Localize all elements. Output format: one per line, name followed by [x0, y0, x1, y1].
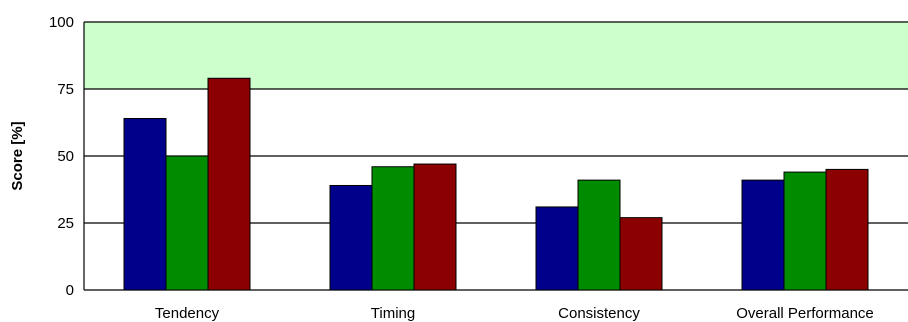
y-tick-labels: 0 25 50 75 100	[49, 14, 74, 299]
bar	[535, 206, 579, 291]
bar	[825, 168, 869, 291]
y-tick-label: 75	[57, 81, 74, 98]
bar	[741, 179, 785, 291]
bar	[619, 217, 663, 291]
bar	[165, 155, 209, 291]
x-tick-label: Timing	[371, 305, 415, 322]
bar	[577, 179, 621, 291]
bar	[207, 77, 251, 291]
bar-group	[123, 77, 869, 291]
bar	[783, 171, 827, 291]
x-tick-label: Overall Performance	[736, 305, 874, 322]
y-tick-label: 0	[66, 282, 74, 299]
bar	[413, 163, 457, 291]
bar	[371, 166, 415, 291]
x-tick-labels: Tendency Timing Consistency Overall Perform…	[155, 305, 874, 322]
y-tick-label: 100	[49, 14, 74, 31]
x-tick-label: Consistency	[558, 305, 640, 322]
y-tick-label: 25	[57, 215, 74, 232]
y-axis-label: Score [%]	[9, 121, 26, 190]
y-tick-label: 50	[57, 148, 74, 165]
bar	[329, 184, 373, 291]
x-tick-label: Tendency	[155, 305, 220, 322]
bar	[123, 117, 167, 291]
